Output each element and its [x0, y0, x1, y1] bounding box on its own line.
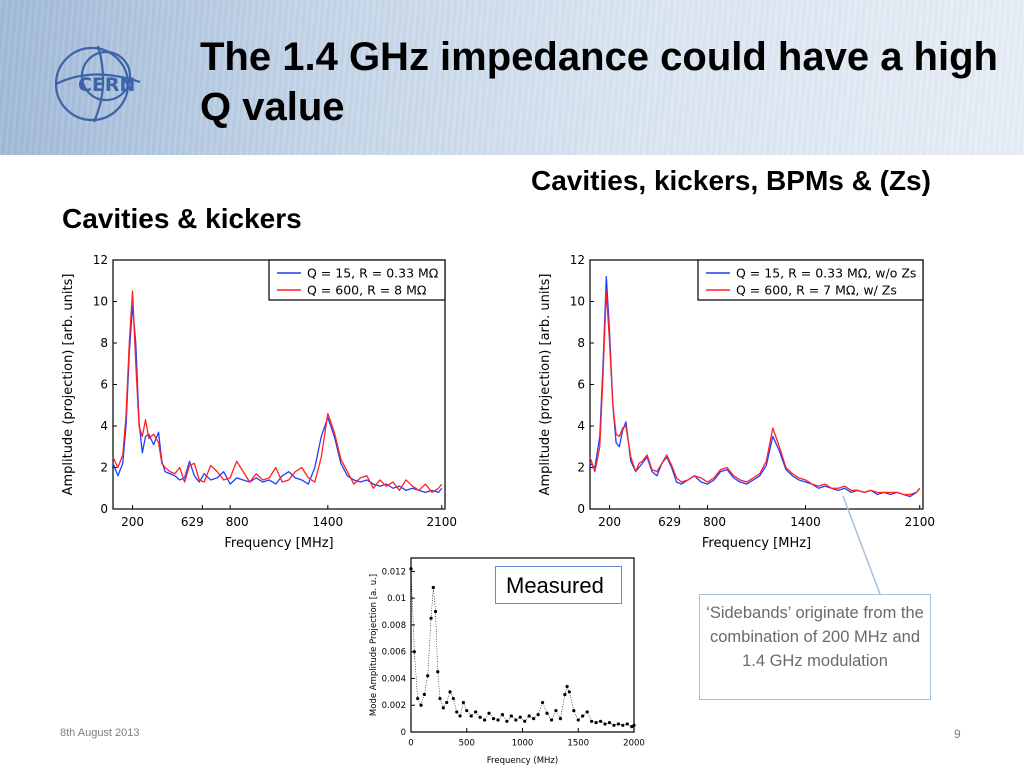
y-tick-label: 4 — [100, 419, 108, 433]
y-tick-label: 10 — [570, 295, 585, 309]
y-axis-label: Amplitude (projection) [arb. units] — [61, 274, 76, 496]
data-point — [585, 710, 589, 714]
x-axis-label: Frequency [MHz] — [224, 536, 333, 551]
left-impedance-chart: 200 629 800 1400 2100 0 2 4 6 8 10 12 Frequency [MHz… — [61, 253, 457, 551]
legend-label: Q = 15, R = 0.33 MΩ, w/o Zs — [736, 266, 916, 281]
y-tick-label: 8 — [100, 336, 108, 350]
x-tick-label: 200 — [121, 515, 144, 529]
y-tick-label: 10 — [93, 295, 108, 309]
legend-label: Q = 600, R = 8 MΩ — [307, 283, 427, 298]
x-tick-label: 200 — [598, 515, 621, 529]
legend-box — [697, 259, 924, 301]
legend-box — [268, 259, 446, 301]
x-tick-label: 1500 — [567, 739, 589, 749]
y-tick-label: 0 — [100, 502, 108, 516]
y-axis-label: Mode Amplitude Projection [a. u.] — [369, 574, 379, 716]
series-line-red — [589, 290, 921, 496]
y-tick-label: 0 — [577, 502, 585, 516]
y-axis-label: Amplitude (projection) [arb. units] — [538, 274, 553, 496]
data-point — [567, 690, 571, 694]
plot-frame — [589, 259, 924, 510]
legend-label: Q = 600, R = 7 MΩ, w/ Zs — [736, 283, 897, 298]
x-axis-label: Frequency [MHz] — [702, 536, 811, 551]
x-tick-label: 2100 — [904, 515, 935, 529]
right-impedance-chart: 200 629 800 1400 2100 0 2 4 6 8 10 12 Frequency [MHz… — [538, 253, 935, 551]
data-point — [422, 692, 426, 697]
slide-header — [0, 0, 1024, 155]
x-tick-label: 800 — [703, 515, 726, 529]
right-heading: Cavities, kickers, BPMs & (Zs) — [531, 165, 931, 196]
data-point — [455, 710, 459, 714]
x-axis-label: Frequency (MHz) — [487, 756, 558, 766]
cern-logo-text: CERN — [78, 74, 135, 96]
data-point — [409, 567, 413, 571]
data-point — [565, 684, 569, 689]
series-line-red — [112, 290, 443, 494]
data-point — [431, 585, 435, 590]
sidebands-note: ‘Sidebands’ originate from the combinati… — [699, 594, 931, 700]
x-tick-label: 0 — [408, 739, 413, 749]
y-tick-label: 0.01 — [387, 594, 406, 604]
y-tick-label: 0 — [401, 728, 406, 738]
y-tick-label: 2 — [577, 461, 585, 475]
measured-label-box: Measured — [495, 566, 622, 604]
data-point — [419, 703, 423, 707]
data-point — [540, 700, 545, 705]
x-tick-label: 1400 — [790, 515, 821, 529]
y-tick-label: 0.002 — [382, 701, 406, 711]
data-point — [594, 721, 598, 725]
x-tick-label: 1400 — [313, 515, 344, 529]
slide-title: The 1.4 GHz impedance could have a high … — [200, 35, 998, 129]
data-point — [469, 714, 473, 718]
y-tick-label: 0.004 — [382, 674, 406, 684]
plot-frame — [112, 259, 446, 510]
y-tick-label: 0.006 — [382, 648, 406, 658]
page-number: 9 — [954, 727, 961, 741]
y-tick-label: 6 — [100, 378, 108, 392]
y-tick-label: 12 — [93, 253, 108, 267]
x-tick-label: 629 — [658, 515, 681, 529]
data-point — [554, 708, 558, 713]
legend-label: Q = 15, R = 0.33 MΩ — [307, 266, 439, 281]
x-tick-label: 629 — [181, 515, 204, 529]
left-heading: Cavities & kickers — [62, 203, 302, 234]
y-tick-label: 0.008 — [382, 621, 406, 631]
y-tick-label: 2 — [100, 461, 108, 475]
y-tick-label: 8 — [577, 336, 585, 350]
x-tick-label: 800 — [226, 515, 249, 529]
data-point — [590, 719, 594, 723]
x-tick-label: 2100 — [426, 515, 457, 529]
x-tick-label: 1000 — [512, 739, 534, 749]
data-point — [572, 708, 576, 713]
x-tick-label: 500 — [459, 739, 475, 749]
footer-date: 8th August 2013 — [60, 727, 140, 739]
cern-logo: CERN — [54, 45, 141, 123]
y-tick-label: 6 — [577, 378, 585, 392]
y-tick-label: 0.012 — [382, 567, 406, 577]
y-tick-label: 4 — [577, 419, 585, 433]
x-tick-label: 2000 — [623, 739, 645, 749]
y-tick-label: 12 — [570, 253, 585, 267]
